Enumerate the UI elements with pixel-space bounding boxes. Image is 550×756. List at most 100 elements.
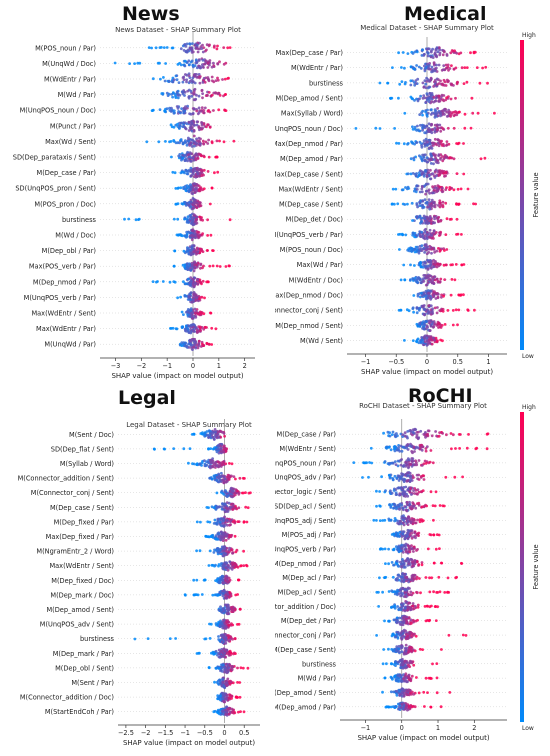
shap-point: [191, 121, 194, 125]
shap-point: [203, 637, 207, 641]
shap-point: [228, 46, 232, 49]
shap-point: [214, 579, 218, 582]
shap-point: [238, 476, 242, 480]
shap-point: [425, 189, 428, 193]
shap-point: [444, 201, 448, 205]
shap-point: [179, 121, 183, 125]
shap-point: [427, 304, 431, 307]
shap-point: [191, 339, 195, 342]
shap-point: [223, 648, 227, 652]
shap-point: [362, 461, 366, 465]
shap-point: [412, 310, 415, 314]
shap-point: [421, 185, 424, 189]
shap-point: [186, 48, 190, 52]
shap-point: [202, 344, 206, 347]
shap-point: [162, 46, 166, 49]
shap-point: [231, 507, 235, 511]
chart-title: Legal Dataset - SHAP Summary Plot: [126, 421, 252, 429]
shap-point: [429, 50, 433, 54]
shap-point: [200, 174, 204, 178]
shap-point: [409, 521, 413, 525]
shap-point: [197, 339, 201, 343]
shap-point: [183, 282, 187, 286]
shap-point: [462, 263, 466, 266]
shap-point: [223, 603, 227, 607]
shap-point: [154, 46, 158, 50]
shap-point: [225, 611, 229, 615]
shap-point: [389, 448, 393, 452]
shap-point: [223, 93, 227, 96]
shap-point: [416, 294, 420, 298]
shap-point: [415, 431, 419, 434]
shap-point: [433, 51, 437, 54]
shap-point: [128, 62, 132, 65]
shap-point: [426, 429, 430, 433]
shap-point: [192, 201, 196, 205]
shap-point: [217, 581, 221, 585]
shap-point: [202, 122, 206, 125]
shap-point: [449, 293, 453, 297]
shap-point: [206, 218, 210, 222]
x-tick-label: −1.5: [157, 729, 173, 737]
shap-point: [424, 435, 427, 439]
feature-label: M(UnqPOS_verb / Par): [275, 231, 343, 239]
shap-point: [157, 140, 161, 144]
shap-point: [182, 75, 186, 79]
shap-point: [192, 432, 196, 436]
shap-point: [406, 172, 410, 176]
shap-point: [196, 250, 200, 254]
shap-point: [192, 88, 196, 92]
shap-point: [207, 91, 211, 94]
shap-point: [198, 142, 202, 146]
shap-point: [443, 50, 446, 54]
shap-point: [220, 505, 224, 509]
shap-point: [183, 90, 187, 94]
feature-points: [217, 603, 242, 616]
shap-point: [425, 48, 429, 51]
shap-point: [212, 447, 215, 451]
shap-point: [439, 153, 443, 157]
shap-point: [442, 294, 445, 298]
shap-point: [405, 187, 409, 191]
shap-point: [414, 488, 418, 492]
shap-point: [426, 342, 430, 346]
shap-point: [221, 709, 224, 713]
shap-point: [444, 63, 448, 67]
shap-point: [406, 471, 409, 475]
shap-point: [429, 67, 433, 71]
shap-point: [152, 447, 156, 451]
shap-point: [195, 75, 199, 79]
shap-point: [212, 109, 215, 112]
feature-points: [403, 334, 444, 347]
shap-point: [224, 712, 228, 716]
shap-point: [419, 123, 422, 127]
shap-point: [223, 434, 227, 438]
shap-point: [231, 503, 235, 507]
shap-point: [186, 246, 189, 250]
shap-point: [193, 260, 197, 264]
shap-point: [405, 508, 408, 512]
shap-point: [228, 594, 232, 598]
shap-point: [417, 459, 421, 462]
shap-point: [430, 77, 433, 81]
rochi-big-title: RoCHI: [408, 385, 473, 407]
shap-point: [479, 157, 483, 161]
shap-point: [411, 172, 415, 175]
shap-point: [183, 294, 187, 298]
shap-point: [189, 156, 193, 160]
shap-point: [434, 336, 438, 340]
shap-point: [187, 185, 191, 189]
shap-point: [412, 294, 416, 297]
shap-point: [185, 80, 188, 84]
shap-point: [431, 307, 434, 311]
shap-point: [209, 460, 213, 464]
shap-point: [398, 248, 401, 251]
shap-point: [411, 219, 414, 222]
shap-point: [439, 219, 442, 223]
shap-point: [193, 123, 197, 127]
shap-point: [404, 233, 408, 237]
shap-point: [234, 477, 237, 481]
shap-point: [395, 141, 398, 145]
shap-point: [221, 607, 225, 611]
legal-big-title: Legal: [118, 387, 176, 409]
